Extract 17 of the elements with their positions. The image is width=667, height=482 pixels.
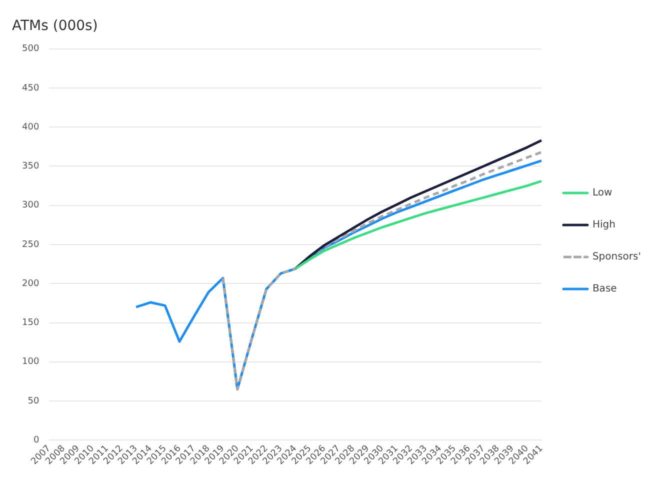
y-axis-title: ATMs (000s): [12, 18, 98, 34]
y-tick-label: 300: [22, 200, 40, 211]
line-series: [222, 150, 543, 391]
y-tick-label: 0: [33, 436, 40, 446]
legend-label: Low: [592, 188, 612, 199]
y-tick-label: 250: [22, 240, 40, 250]
y-tick-label: 200: [22, 278, 40, 289]
y-tick-label: 50: [28, 396, 40, 406]
legend-label: High: [592, 220, 616, 231]
y-tick-label: 100: [22, 357, 40, 368]
y-tick-label: 350: [22, 162, 40, 172]
y-tick-label: 450: [22, 83, 40, 94]
legend-label: Base: [592, 284, 617, 295]
legend-label: Sponsors': [592, 252, 642, 263]
y-tick-label: 150: [22, 318, 40, 328]
y-tick-label: 400: [22, 122, 40, 132]
y-tick-label: 500: [22, 44, 40, 54]
